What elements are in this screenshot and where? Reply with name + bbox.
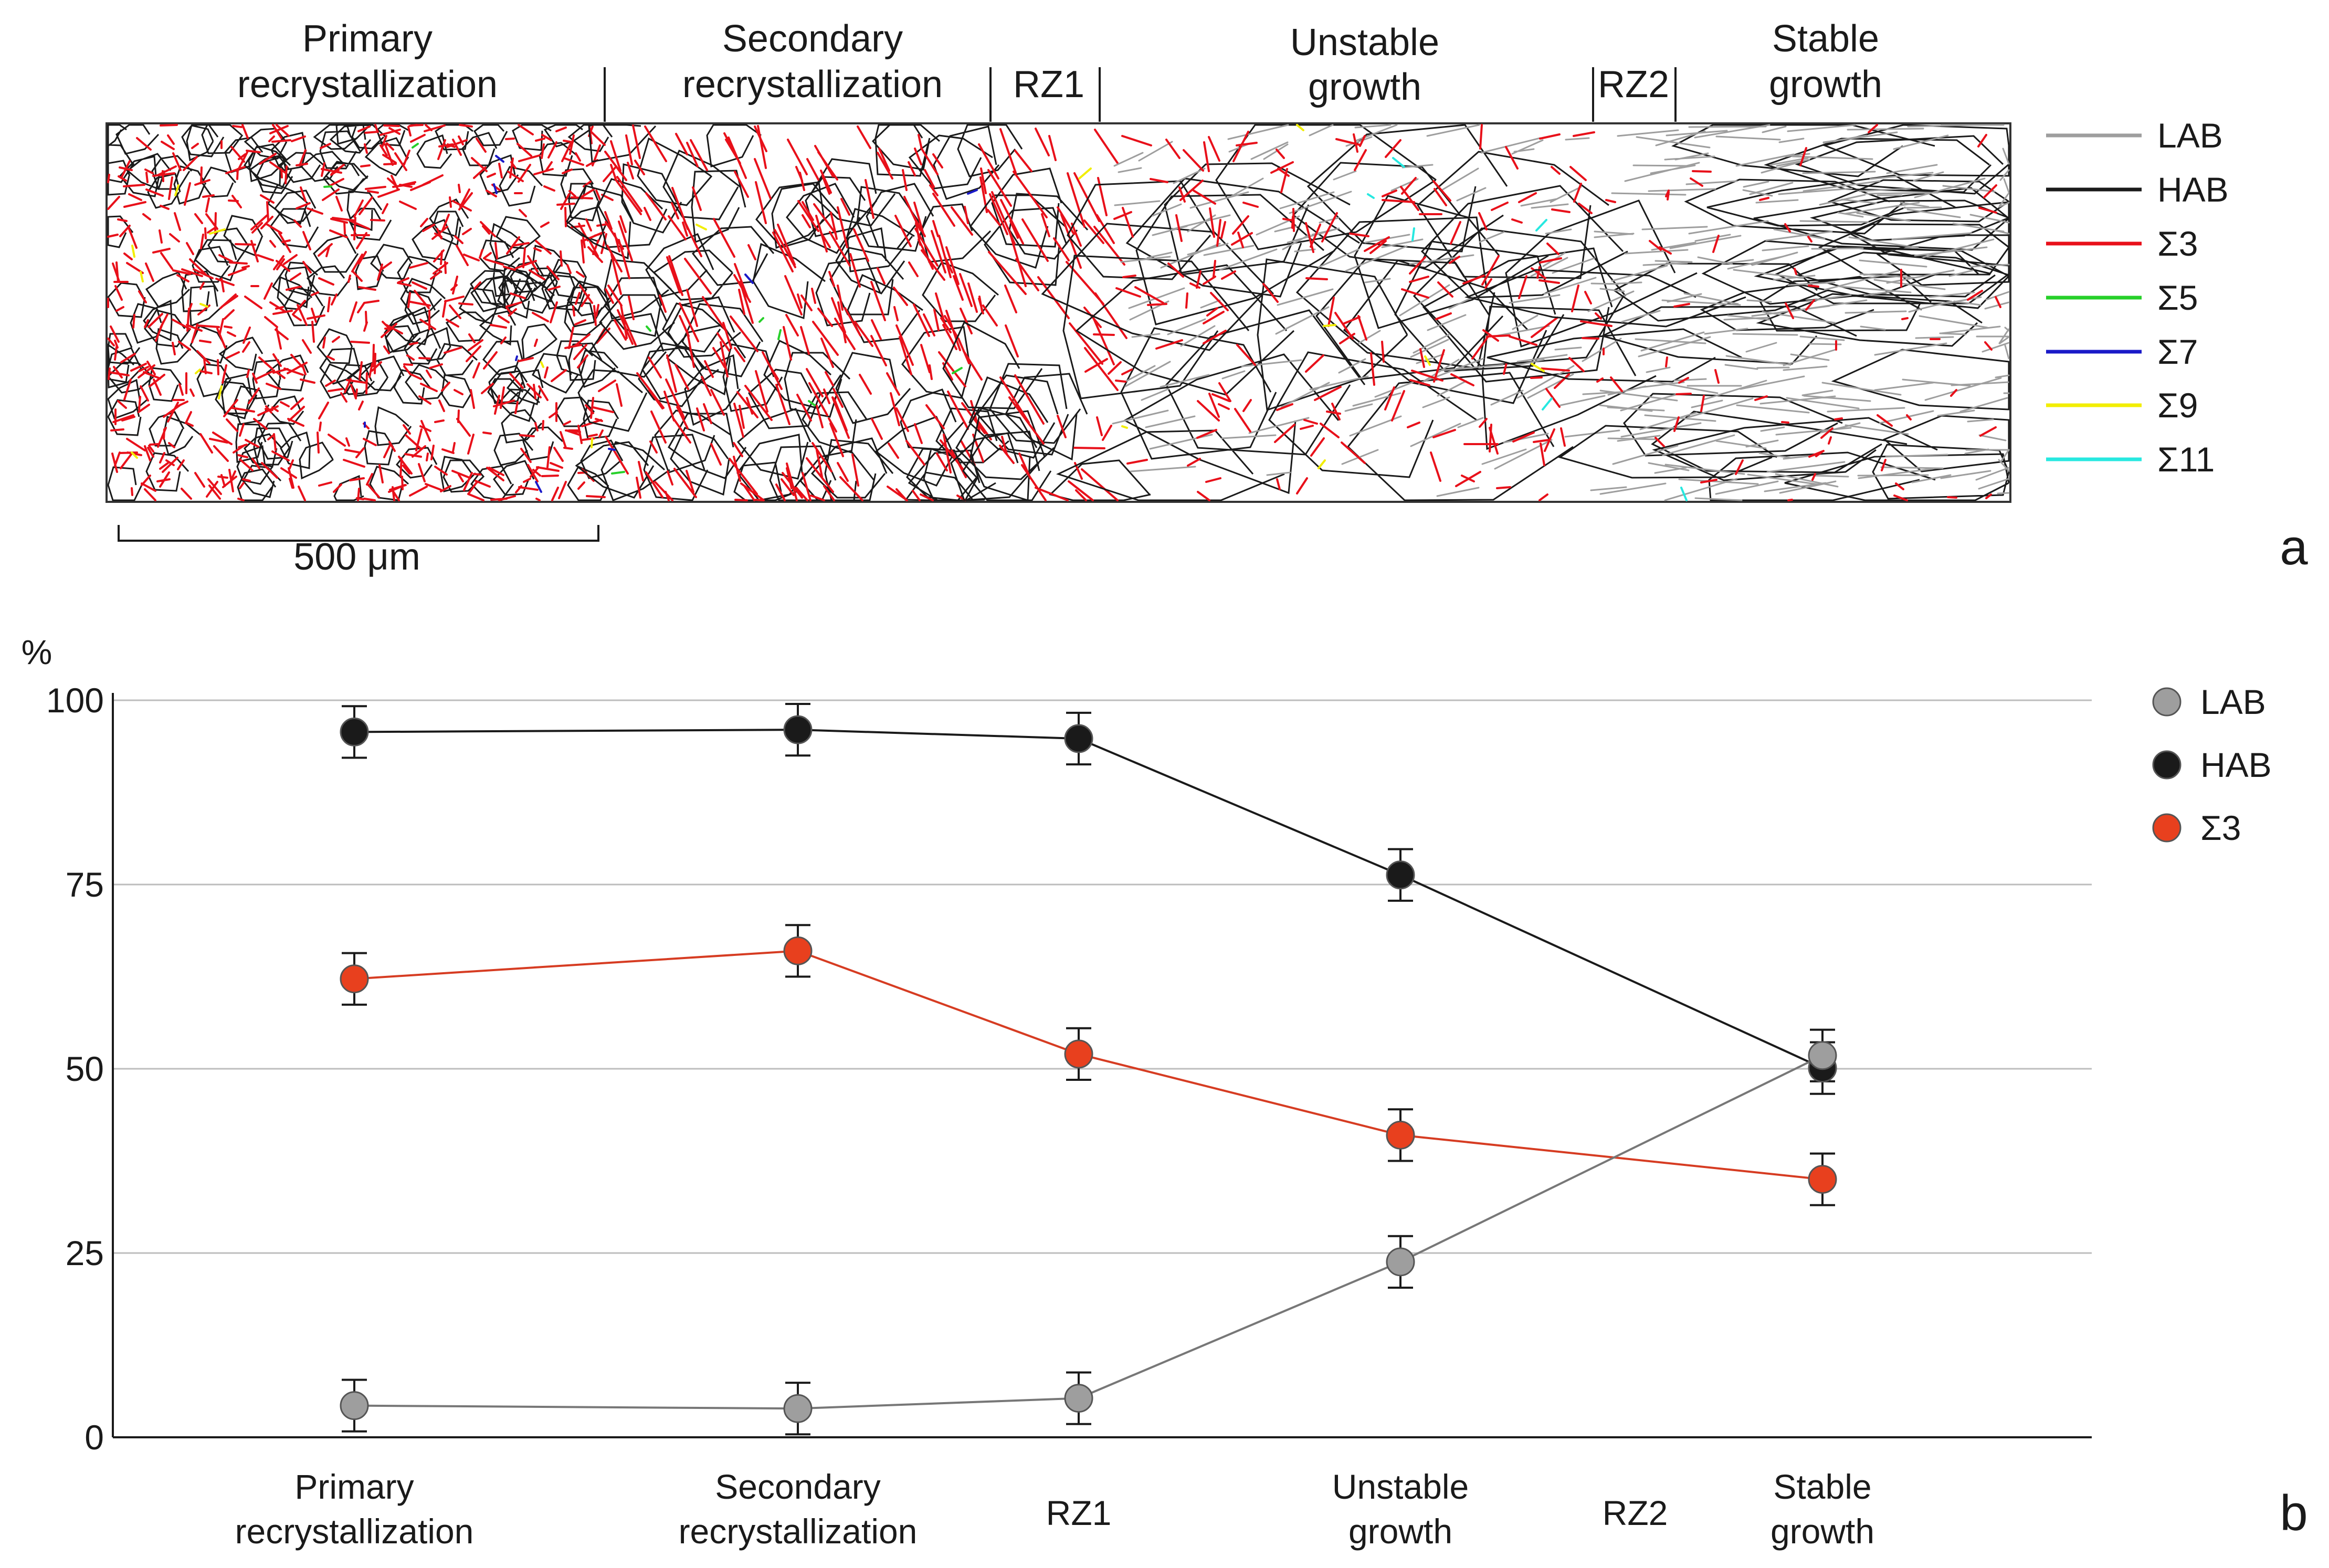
- panel-b: % 0 25 50 75 100 Primary recrystallization Seco…: [22, 633, 2308, 1551]
- panel-letter-a: a: [2280, 519, 2308, 575]
- y-tick-label: 75: [66, 865, 104, 904]
- legend-marker: [2152, 687, 2182, 717]
- legend-label-sigma11: Σ11: [2157, 440, 2215, 479]
- scale-bar-label: 500 μm: [293, 536, 420, 578]
- legend-label: Σ3: [2200, 808, 2241, 847]
- x-tick-label: recrystallization: [679, 1512, 918, 1551]
- x-tick-label: Stable: [1773, 1467, 1871, 1506]
- zone-label-stable-line1: Stable: [1772, 18, 1879, 60]
- grain-boundaries: [1112, 124, 1635, 497]
- data-point: [1386, 860, 1415, 890]
- legend-label-sigma3: Σ3: [2157, 224, 2198, 263]
- ebsd-boundary-map: [106, 122, 2011, 503]
- grain-boundaries: [987, 128, 1127, 501]
- y-tick-label: 0: [85, 1418, 104, 1457]
- x-tick-label: Unstable: [1332, 1467, 1469, 1506]
- data-point: [340, 1391, 369, 1420]
- panel-letter-b: b: [2280, 1485, 2307, 1541]
- grain-boundaries: [1582, 124, 2001, 501]
- grain-boundaries: [1073, 124, 1613, 501]
- scale-bar-line: [118, 525, 599, 542]
- legend-label-lab: LAB: [2157, 116, 2223, 155]
- zone-label-stable-line2: growth: [1769, 64, 1882, 106]
- zone-dividers: [604, 67, 1677, 122]
- zone-label-unstable-line2: growth: [1308, 66, 1421, 108]
- line-chart: 0 25 50 75 100 Primary recrystallization Second…: [46, 681, 2272, 1551]
- y-tick-label: 25: [66, 1234, 104, 1272]
- legend-label-sigma5: Σ5: [2157, 278, 2198, 317]
- zone-label-primary-line1: Primary: [302, 18, 433, 60]
- zone-label-primary-line2: recrystallization: [237, 64, 498, 106]
- x-tick-label: RZ1: [1046, 1493, 1112, 1532]
- legend-label-sigma7: Σ7: [2157, 332, 2198, 371]
- legend-label: LAB: [2200, 682, 2266, 721]
- zone-label-secondary-line2: recrystallization: [682, 64, 943, 106]
- x-tick-label: growth: [1771, 1512, 1874, 1551]
- zone-label-rz1: RZ1: [1013, 64, 1084, 106]
- grain-boundaries: [364, 155, 978, 493]
- ebsd-boundaries: [107, 124, 2010, 502]
- x-tick-label: recrystallization: [235, 1512, 474, 1551]
- data-point: [1386, 1247, 1415, 1277]
- x-tick-label: growth: [1348, 1512, 1452, 1551]
- x-tick-label: RZ2: [1603, 1493, 1668, 1532]
- legend-marker: [2152, 813, 2182, 843]
- legend-label-hab: HAB: [2157, 170, 2229, 209]
- grain-boundaries: [323, 143, 963, 475]
- boundary-legend: LAB HAB Σ3 Σ5 Σ7 Σ9 Σ11: [2046, 116, 2229, 479]
- y-axis-unit-label: %: [22, 633, 52, 671]
- series-line: [354, 1054, 1823, 1410]
- zone-label-unstable-line1: Unstable: [1290, 22, 1439, 64]
- scale-bar: 500 μm: [118, 525, 599, 578]
- grain-boundaries: [1367, 157, 1688, 501]
- data-point: [1808, 1165, 1837, 1194]
- y-tick-label: 100: [46, 681, 104, 720]
- series-line: [354, 950, 1823, 1181]
- grain-boundaries: [604, 124, 999, 501]
- zone-label-rz2: RZ2: [1598, 64, 1669, 106]
- data-point: [1386, 1120, 1415, 1150]
- grain-boundaries: [107, 124, 617, 501]
- x-tick-label: Secondary: [715, 1467, 881, 1506]
- data-point: [1064, 1384, 1093, 1413]
- data-point: [340, 964, 369, 994]
- grain-boundaries: [131, 124, 1545, 469]
- zone-label-secondary-line1: Secondary: [722, 18, 903, 60]
- data-point: [1064, 1039, 1093, 1069]
- grain-boundaries: [1590, 124, 2010, 501]
- data-point: [783, 1394, 813, 1423]
- grain-outlines: [566, 124, 1023, 501]
- data-point: [1808, 1041, 1837, 1070]
- data-point: [783, 715, 813, 744]
- data-point: [783, 936, 813, 965]
- series-line: [354, 729, 1823, 1069]
- y-tick-label: 50: [66, 1049, 104, 1088]
- data-point: [1064, 724, 1093, 753]
- x-tick-label: Primary: [294, 1467, 414, 1506]
- legend-marker: [2152, 750, 2182, 780]
- zone-labels: Primary recrystallization Secondary recr…: [237, 18, 1882, 108]
- legend-label: HAB: [2200, 745, 2272, 784]
- legend-label-sigma9: Σ9: [2157, 386, 2198, 425]
- data-point: [340, 717, 369, 746]
- panel-a: Primary recrystallization Secondary recr…: [106, 18, 2308, 578]
